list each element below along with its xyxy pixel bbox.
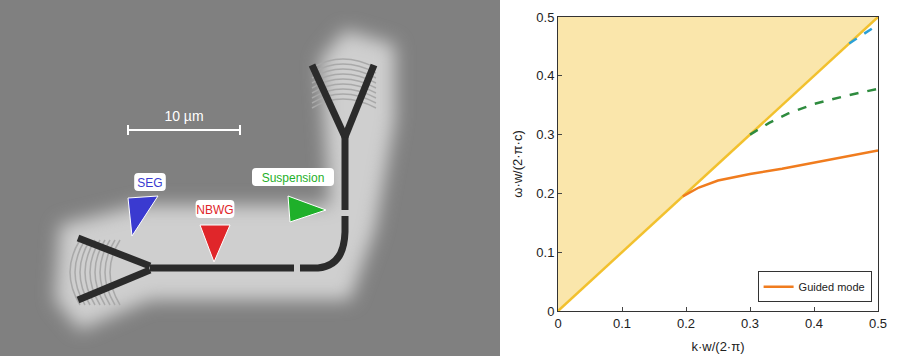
svg-text:0.2: 0.2	[536, 186, 554, 201]
svg-text:0: 0	[554, 316, 561, 331]
svg-text:k·w/(2·π): k·w/(2·π)	[691, 339, 744, 354]
svg-text:0.2: 0.2	[677, 316, 695, 331]
svg-text:NBWG: NBWG	[196, 203, 233, 217]
svg-text:Guided mode: Guided mode	[799, 281, 865, 293]
svg-text:0.5: 0.5	[536, 10, 554, 25]
svg-text:0.4: 0.4	[536, 68, 554, 83]
svg-text:0.3: 0.3	[536, 127, 554, 142]
svg-text:0.1: 0.1	[613, 316, 631, 331]
svg-text:0.4: 0.4	[805, 316, 823, 331]
svg-text:0: 0	[547, 304, 554, 319]
svg-text:0.5: 0.5	[869, 316, 887, 331]
svg-text:10 µm: 10 µm	[164, 108, 203, 124]
svg-text:0.3: 0.3	[741, 316, 759, 331]
svg-text:0.1: 0.1	[536, 245, 554, 260]
svg-text:SEG: SEG	[137, 176, 162, 190]
svg-text:ω·w/(2·π·c): ω·w/(2·π·c)	[510, 130, 525, 198]
svg-text:Suspension: Suspension	[262, 171, 325, 185]
